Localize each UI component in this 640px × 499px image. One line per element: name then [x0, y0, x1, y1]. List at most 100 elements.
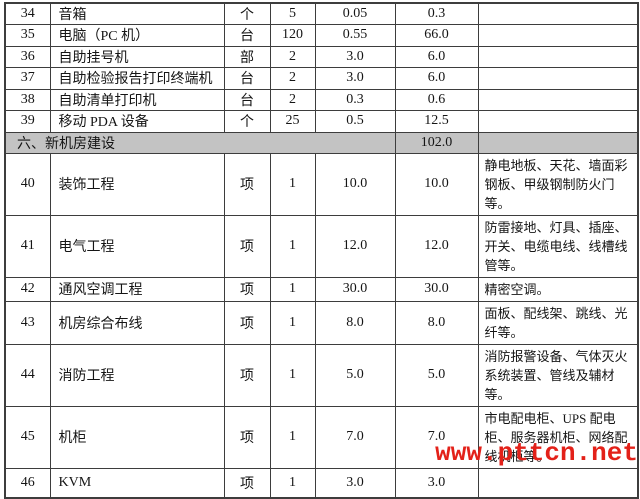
- cell-remark: 市电配电柜、UPS 配电柜、服务器机柜、网络配线机柜等。: [477, 405, 639, 469]
- cell-remark: [477, 110, 639, 133]
- cell-total: 66.0: [394, 24, 479, 47]
- section-label: 六、新机房建设: [4, 131, 396, 154]
- cell-unit: 个: [223, 110, 271, 133]
- cell-name: 自助清单打印机: [49, 88, 225, 111]
- table-row: 35 电脑（PC 机）台 120 0.55 66.0: [4, 24, 639, 47]
- cell-price: 0.05: [314, 2, 396, 25]
- table-row: 39 移动 PDA 设备个 25 0.5 12.5: [4, 110, 639, 133]
- cell-qty: 1: [269, 276, 316, 302]
- table-row: 43 机房综合布线项 1 8.0 8.0 面板、配线架、跳线、光纤等。: [4, 300, 639, 345]
- cell-no: 37: [4, 67, 51, 90]
- cell-unit: 台: [223, 24, 271, 47]
- cell-remark: 精密空调。: [477, 276, 639, 302]
- cell-name: 自助挂号机: [49, 45, 225, 68]
- cell-unit: 个: [223, 2, 271, 25]
- cell-no: 44: [4, 343, 51, 407]
- cell-total: 0.6: [394, 88, 479, 111]
- cell-remark: [477, 24, 639, 47]
- cell-remark: 静电地板、天花、墙面彩钢板、甲级钢制防火门等。: [477, 152, 639, 216]
- cell-name: 电脑（PC 机）: [49, 24, 225, 47]
- table-row: 36 自助挂号机部 2 3.0 6.0: [4, 45, 639, 68]
- cell-remark: [477, 88, 639, 111]
- cell-qty: 1: [269, 152, 316, 216]
- cell-no: 45: [4, 405, 51, 469]
- cell-no: 35: [4, 24, 51, 47]
- cell-remark: 防雷接地、灯具、插座、开关、电缆电线、线槽线管等。: [477, 214, 639, 278]
- cell-price: 3.0: [314, 45, 396, 68]
- section-total: 102.0: [394, 131, 479, 154]
- cell-no: 34: [4, 2, 51, 25]
- table-row: 41 电气工程项 1 12.0 12.0 防雷接地、灯具、插座、开关、电缆电线、线槽线管等…: [4, 214, 639, 278]
- cell-qty: 25: [269, 110, 316, 133]
- table-row: 44 消防工程项 1 5.0 5.0 消防报警设备、气体灭火系统装置、管线及辅材等。: [4, 343, 639, 407]
- page: { "table": { "rows": [ {"no":"34","name"…: [4, 2, 639, 499]
- cell-no: 41: [4, 214, 51, 278]
- cell-total: 10.0: [394, 152, 479, 216]
- cell-unit: 部: [223, 45, 271, 68]
- table-row: 37 自助检验报告打印终端机台 2 3.0 6.0: [4, 67, 639, 90]
- cell-qty: 2: [269, 88, 316, 111]
- cell-qty: 2: [269, 45, 316, 68]
- cell-unit: 台: [223, 88, 271, 111]
- cell-price: 8.0: [314, 300, 396, 345]
- cell-unit: 项: [223, 300, 271, 345]
- cell-qty: 1: [269, 405, 316, 469]
- cell-price: 30.0: [314, 276, 396, 302]
- cell-no: 40: [4, 152, 51, 216]
- cell-no: 43: [4, 300, 51, 345]
- watermark: www.pttcn.net: [435, 438, 638, 468]
- cell-qty: 1: [269, 343, 316, 407]
- cell-total: 6.0: [394, 45, 479, 68]
- cell-unit: 项: [223, 343, 271, 407]
- cell-price: 12.0: [314, 214, 396, 278]
- table-row: 40 装饰工程项 1 10.0 10.0 静电地板、天花、墙面彩钢板、甲级钢制防火门等。: [4, 152, 639, 216]
- cell-price: 3.0: [314, 67, 396, 90]
- cell-price: 7.0: [314, 405, 396, 469]
- cell-no: 46: [4, 467, 51, 499]
- cell-name: 装饰工程: [49, 152, 225, 216]
- cell-name: 机房综合布线: [49, 300, 225, 345]
- cell-qty: 1: [269, 467, 316, 499]
- cell-qty: 5: [269, 2, 316, 25]
- cell-total: 0.3: [394, 2, 479, 25]
- cell-price: 10.0: [314, 152, 396, 216]
- cell-total: 5.0: [394, 343, 479, 407]
- table-row: 45 机柜项 1 7.0 7.0 市电配电柜、UPS 配电柜、服务器机柜、网络配线机柜等。: [4, 405, 639, 469]
- cell-total: 8.0: [394, 300, 479, 345]
- cell-unit: 项: [223, 214, 271, 278]
- cell-name: 音箱: [49, 2, 225, 25]
- table-row: 42 通风空调工程项 1 30.0 30.0 精密空调。: [4, 276, 639, 302]
- cell-name: KVM: [49, 467, 225, 499]
- cell-total: 30.0: [394, 276, 479, 302]
- cell-remark: 面板、配线架、跳线、光纤等。: [477, 300, 639, 345]
- table-row: 34 音箱个 5 0.05 0.3: [4, 2, 639, 25]
- cell-qty: 2: [269, 67, 316, 90]
- cell-price: 3.0: [314, 467, 396, 499]
- table-row: 38 自助清单打印机台 2 0.3 0.6: [4, 88, 639, 111]
- cell-name: 自助检验报告打印终端机: [49, 67, 225, 90]
- cell-qty: 120: [269, 24, 316, 47]
- cell-name: 电气工程: [49, 214, 225, 278]
- section-remark: [477, 131, 639, 154]
- cell-name: 移动 PDA 设备: [49, 110, 225, 133]
- cell-no: 38: [4, 88, 51, 111]
- cell-price: 0.3: [314, 88, 396, 111]
- cell-unit: 项: [223, 152, 271, 216]
- cell-remark: [477, 2, 639, 25]
- cell-total: 7.0: [394, 405, 479, 469]
- section-row: 六、新机房建设 102.0: [4, 131, 639, 154]
- cell-price: 5.0: [314, 343, 396, 407]
- cell-name: 机柜: [49, 405, 225, 469]
- cell-price: 0.5: [314, 110, 396, 133]
- cell-total: 12.0: [394, 214, 479, 278]
- cell-unit: 项: [223, 405, 271, 469]
- cost-table: 34 音箱个 5 0.05 0.3 35 电脑（PC 机）台 120 0.55 66.0 36 自助挂…: [4, 2, 639, 499]
- cell-total: 3.0: [394, 467, 479, 499]
- cell-total: 12.5: [394, 110, 479, 133]
- cell-name: 消防工程: [49, 343, 225, 407]
- cell-no: 36: [4, 45, 51, 68]
- cell-remark: [477, 45, 639, 68]
- cost-table-body: 34 音箱个 5 0.05 0.3 35 电脑（PC 机）台 120 0.55 66.0 36 自助挂…: [4, 2, 639, 499]
- cell-name: 通风空调工程: [49, 276, 225, 302]
- cell-total: 6.0: [394, 67, 479, 90]
